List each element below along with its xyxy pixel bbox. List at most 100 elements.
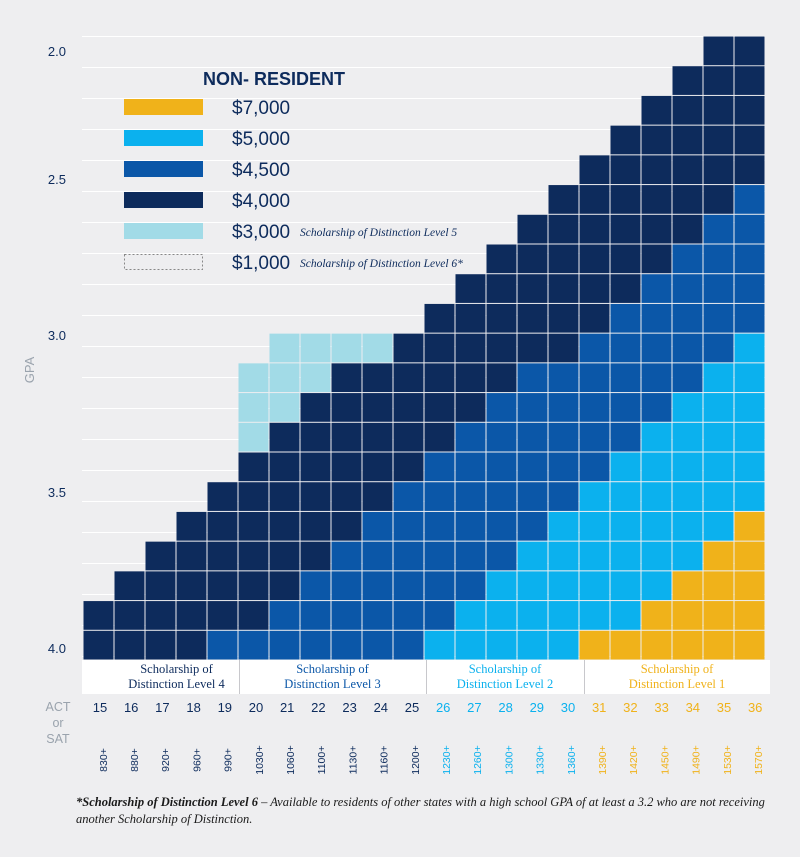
cell: [703, 66, 734, 95]
cell: [703, 630, 734, 660]
cell: [672, 244, 703, 274]
cell: [331, 541, 362, 571]
cell: [579, 541, 610, 571]
cell: [734, 452, 765, 482]
cell: [300, 571, 331, 601]
cell: [238, 482, 269, 511]
cell: [269, 630, 300, 660]
cell: [393, 571, 424, 601]
sat-tick-label: 990+: [223, 748, 235, 772]
act-tick-label: 33: [654, 700, 668, 715]
cell: [424, 452, 455, 482]
act-row-label: ACT: [46, 700, 71, 714]
y-tick-label: 3.5: [48, 485, 66, 500]
cell: [393, 511, 424, 541]
legend-note: Scholarship of Distinction Level 6*: [300, 258, 463, 270]
cell: [548, 244, 579, 274]
cell: [610, 541, 641, 571]
cell: [641, 274, 672, 303]
cell: [548, 393, 579, 422]
cell: [579, 601, 610, 630]
cell: [548, 541, 579, 571]
cell: [734, 422, 765, 452]
cell: [517, 482, 548, 511]
sat-tick-label: 1060+: [285, 745, 297, 775]
sat-row-label: SAT: [46, 732, 70, 746]
cell: [362, 482, 393, 511]
cell: [548, 333, 579, 363]
cell: [393, 482, 424, 511]
cell: [517, 214, 548, 244]
cell: [424, 601, 455, 630]
cell: [641, 214, 672, 244]
cell: [703, 393, 734, 422]
cell: [455, 393, 486, 422]
cell: [610, 244, 641, 274]
cell: [672, 511, 703, 541]
cell: [703, 185, 734, 214]
cell: [176, 571, 207, 601]
cell: [734, 571, 765, 601]
cell: [641, 363, 672, 393]
footnote: *Scholarship of Distinction Level 6 – Av…: [76, 794, 766, 828]
cell: [486, 541, 517, 571]
sat-tick-label: 960+: [191, 748, 203, 772]
cell: [300, 393, 331, 422]
cell: [703, 36, 734, 66]
cell: [269, 333, 300, 363]
cell: [703, 95, 734, 125]
act-tick-label: 25: [405, 700, 419, 715]
cell: [424, 363, 455, 393]
sat-tick-label: 1100+: [316, 746, 328, 775]
cell: [734, 601, 765, 630]
cell: [207, 482, 238, 511]
cell: [486, 422, 517, 452]
act-tick-label: 17: [155, 700, 169, 715]
act-tick-label: 20: [249, 700, 263, 715]
cell: [300, 482, 331, 511]
cell: [672, 214, 703, 244]
cell: [610, 125, 641, 155]
y-tick-label: 4.0: [48, 641, 66, 656]
legend-swatch: [124, 99, 203, 115]
sat-tick-label: 1330+: [535, 745, 547, 775]
y-tick-label: 2.5: [48, 172, 66, 187]
cell: [703, 571, 734, 601]
act-tick-label: 31: [592, 700, 606, 715]
cell: [517, 511, 548, 541]
cell: [703, 333, 734, 363]
cell: [517, 244, 548, 274]
cell: [579, 333, 610, 363]
cell: [734, 155, 765, 185]
cell: [424, 630, 455, 660]
sat-tick-label: 1530+: [722, 745, 734, 775]
act-tick-label: 18: [186, 700, 200, 715]
legend-swatch: [124, 223, 203, 239]
cell: [269, 601, 300, 630]
level-label-line2: Distinction Level 1: [629, 677, 726, 691]
cell: [579, 630, 610, 660]
cell: [362, 452, 393, 482]
cell: [641, 333, 672, 363]
cell: [331, 422, 362, 452]
y-tick-label: 2.0: [48, 44, 66, 59]
cell: [331, 452, 362, 482]
cell: [269, 571, 300, 601]
cell: [703, 274, 734, 303]
act-tick-label: 29: [530, 700, 544, 715]
cell: [548, 185, 579, 214]
sat-tick-label: 920+: [160, 748, 172, 772]
cell: [672, 185, 703, 214]
cell: [672, 66, 703, 95]
act-tick-label: 24: [374, 700, 388, 715]
cell: [145, 601, 176, 630]
cell: [610, 185, 641, 214]
cell: [734, 244, 765, 274]
cell: [393, 363, 424, 393]
cell: [362, 541, 393, 571]
cell: [424, 393, 455, 422]
cell: [641, 541, 672, 571]
cell: [548, 422, 579, 452]
cell: [672, 333, 703, 363]
